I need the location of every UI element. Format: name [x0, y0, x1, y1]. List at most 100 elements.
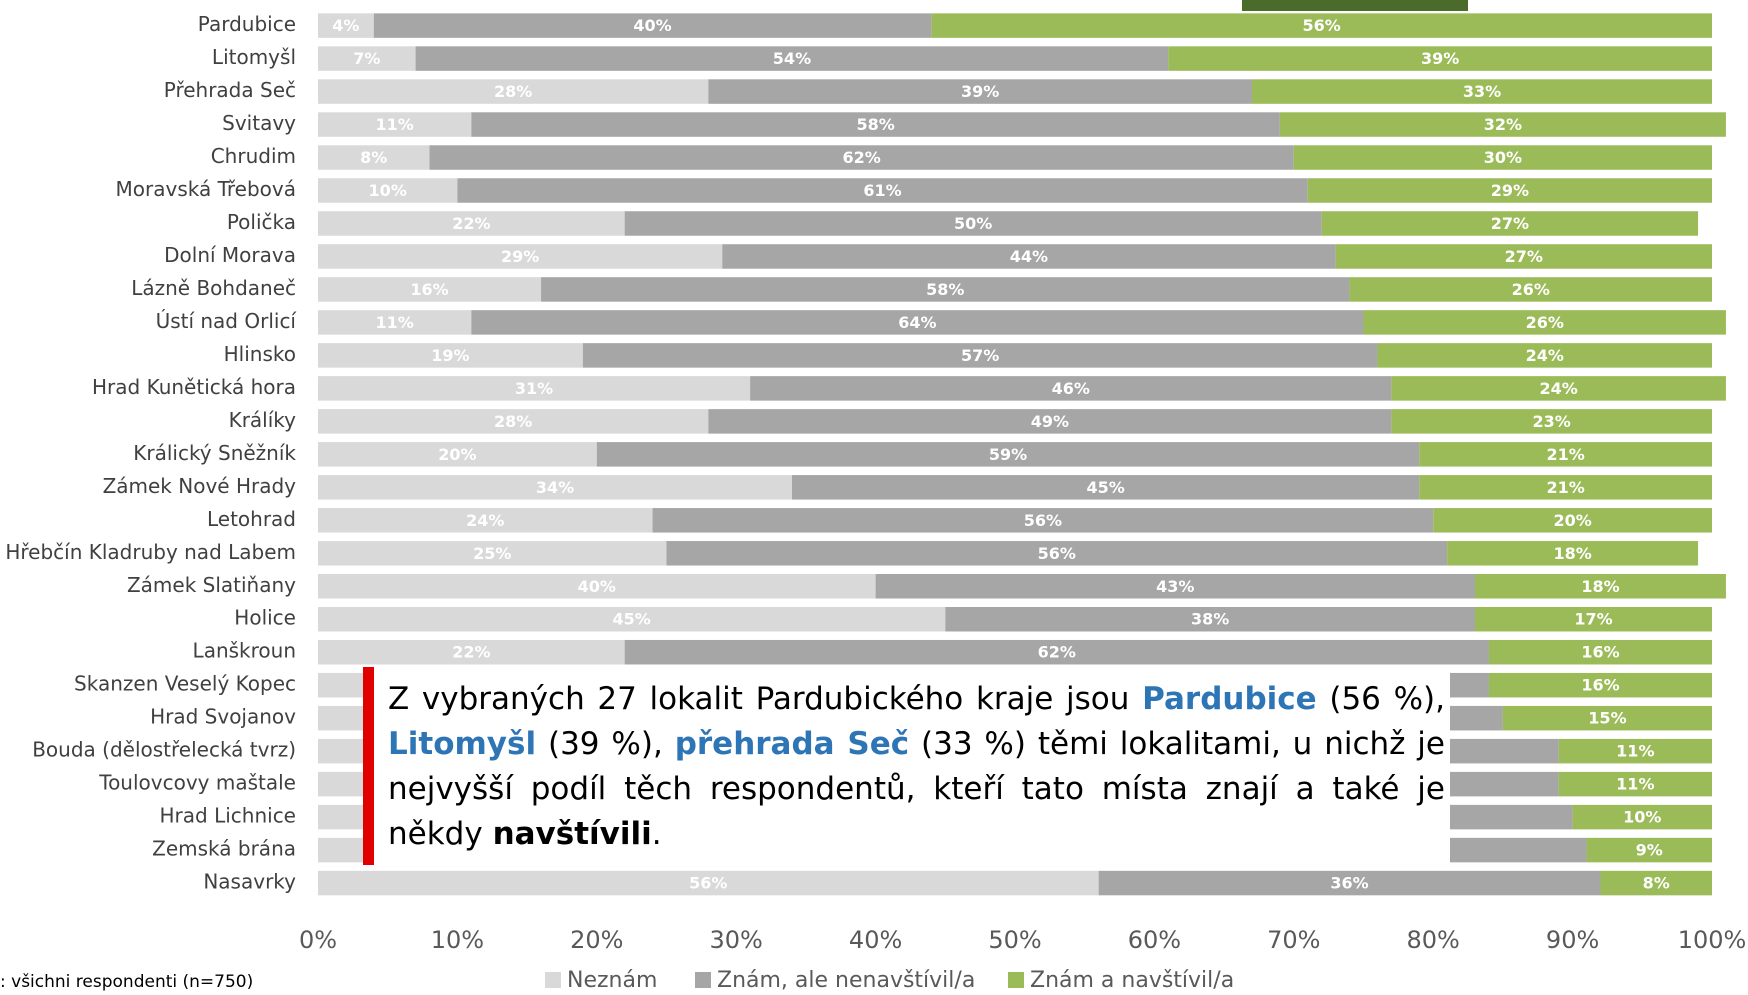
annotation-box: Z vybraných 27 lokalit Pardubického kraj…	[363, 667, 1450, 865]
page: 0% 10% 20% 30% 40% 50% 60% 70% 80% 90% 100% Pardubi…	[0, 0, 1748, 995]
data-label: 45%	[1086, 478, 1124, 497]
data-label: 24%	[1526, 346, 1564, 365]
data-label: 40%	[633, 16, 671, 35]
category-label: Letohrad	[207, 507, 296, 531]
data-label: 18%	[1581, 577, 1619, 596]
category-label: Litomyšl	[212, 45, 296, 69]
data-label: 27%	[1491, 214, 1529, 233]
annotation-bold: navštívili	[493, 816, 652, 852]
data-label: 23%	[1533, 412, 1571, 431]
x-tick-label: 90%	[1546, 926, 1599, 954]
x-tick-label: 40%	[849, 926, 902, 954]
x-tick-label: 0%	[299, 926, 337, 954]
data-label: 29%	[1491, 181, 1529, 200]
data-label: 8%	[360, 148, 387, 167]
data-label: 10%	[1623, 808, 1661, 827]
data-label: 49%	[1031, 412, 1069, 431]
data-label: 11%	[1616, 775, 1654, 794]
x-tick-label: 100%	[1678, 926, 1747, 954]
annotation-text: Z vybraných 27 lokalit Pardubického kraj…	[388, 677, 1445, 857]
category-label: Lanškroun	[193, 639, 296, 663]
data-label: 56%	[1303, 16, 1341, 35]
data-label: 28%	[494, 82, 532, 101]
legend-label: Neznám	[567, 968, 657, 993]
data-label: 56%	[1024, 511, 1062, 530]
annotation-part: (56 %),	[1317, 681, 1445, 717]
annotation-part: (39 %),	[536, 726, 675, 762]
x-tick-label: 30%	[710, 926, 763, 954]
data-label: 26%	[1526, 313, 1564, 332]
category-label: Moravská Třebová	[116, 177, 296, 201]
x-tick-label: 70%	[1267, 926, 1320, 954]
data-label: 34%	[536, 478, 574, 497]
data-label: 44%	[1010, 247, 1048, 266]
photo-fragment	[1242, 0, 1468, 11]
data-label: 4%	[332, 16, 359, 35]
data-label: 56%	[689, 874, 727, 893]
data-label: 19%	[431, 346, 469, 365]
legend-label: Znám, ale nenavštívil/a	[717, 968, 975, 993]
category-label: Králíky	[229, 408, 297, 432]
data-label: 15%	[1588, 709, 1626, 728]
category-label: Hlinsko	[224, 342, 296, 366]
annotation-part: .	[652, 816, 662, 852]
data-label: 32%	[1484, 115, 1522, 134]
category-label: Králický Sněžník	[133, 441, 296, 465]
annotation-highlight: Litomyšl	[388, 726, 536, 762]
data-label: 8%	[1643, 874, 1670, 893]
data-label: 33%	[1463, 82, 1501, 101]
data-label: 22%	[452, 643, 490, 662]
category-label: Toulovcovy maštale	[98, 771, 296, 795]
data-label: 36%	[1330, 874, 1368, 893]
category-label: Hrad Lichnice	[160, 804, 296, 828]
x-tick-label: 50%	[988, 926, 1041, 954]
legend-swatch	[1008, 972, 1024, 988]
data-label: 40%	[578, 577, 616, 596]
category-label: Svitavy	[222, 111, 296, 135]
data-label: 22%	[452, 214, 490, 233]
data-label: 7%	[353, 49, 380, 68]
category-label: Chrudim	[211, 144, 296, 168]
legend-swatch	[695, 972, 711, 988]
data-label: 21%	[1546, 445, 1584, 464]
data-label: 27%	[1505, 247, 1543, 266]
legend-swatch	[545, 972, 561, 988]
data-label: 18%	[1553, 544, 1591, 563]
data-label: 38%	[1191, 610, 1229, 629]
data-label: 46%	[1052, 379, 1090, 398]
x-tick-label: 20%	[570, 926, 623, 954]
data-label: 9%	[1636, 841, 1663, 860]
x-tick-label: 80%	[1407, 926, 1460, 954]
category-label: Lázně Bohdaneč	[131, 276, 296, 300]
category-label: Zámek Nové Hrady	[103, 474, 297, 498]
category-label: Holice	[234, 606, 296, 630]
annotation-highlight: přehrada Seč	[675, 726, 909, 762]
data-label: 62%	[1038, 643, 1076, 662]
x-tick-label: 60%	[1128, 926, 1181, 954]
data-label: 17%	[1574, 610, 1612, 629]
data-label: 29%	[501, 247, 539, 266]
category-label: Zemská brána	[152, 837, 296, 861]
legend-label: Znám a navštívil/a	[1030, 968, 1234, 993]
category-label: Hrad Svojanov	[150, 705, 296, 729]
data-label: 30%	[1484, 148, 1522, 167]
data-label: 56%	[1038, 544, 1076, 563]
category-label: Zámek Slatiňany	[127, 573, 296, 597]
category-label: Pardubice	[198, 12, 296, 36]
data-label: 31%	[515, 379, 553, 398]
data-label: 58%	[856, 115, 894, 134]
category-label: Přehrada Seč	[164, 78, 296, 102]
data-label: 64%	[898, 313, 936, 332]
data-label: 45%	[613, 610, 651, 629]
data-label: 59%	[989, 445, 1027, 464]
category-label: Ústí nad Orlicí	[156, 309, 298, 333]
data-label: 61%	[863, 181, 901, 200]
data-label: 39%	[961, 82, 999, 101]
category-label: Hřebčín Kladruby nad Labem	[5, 540, 296, 564]
annotation-highlight: Pardubice	[1142, 681, 1317, 717]
data-label: 62%	[843, 148, 881, 167]
category-label: Hrad Kunětická hora	[92, 375, 296, 399]
data-label: 26%	[1512, 280, 1550, 299]
data-label: 11%	[376, 313, 414, 332]
data-label: 21%	[1546, 478, 1584, 497]
